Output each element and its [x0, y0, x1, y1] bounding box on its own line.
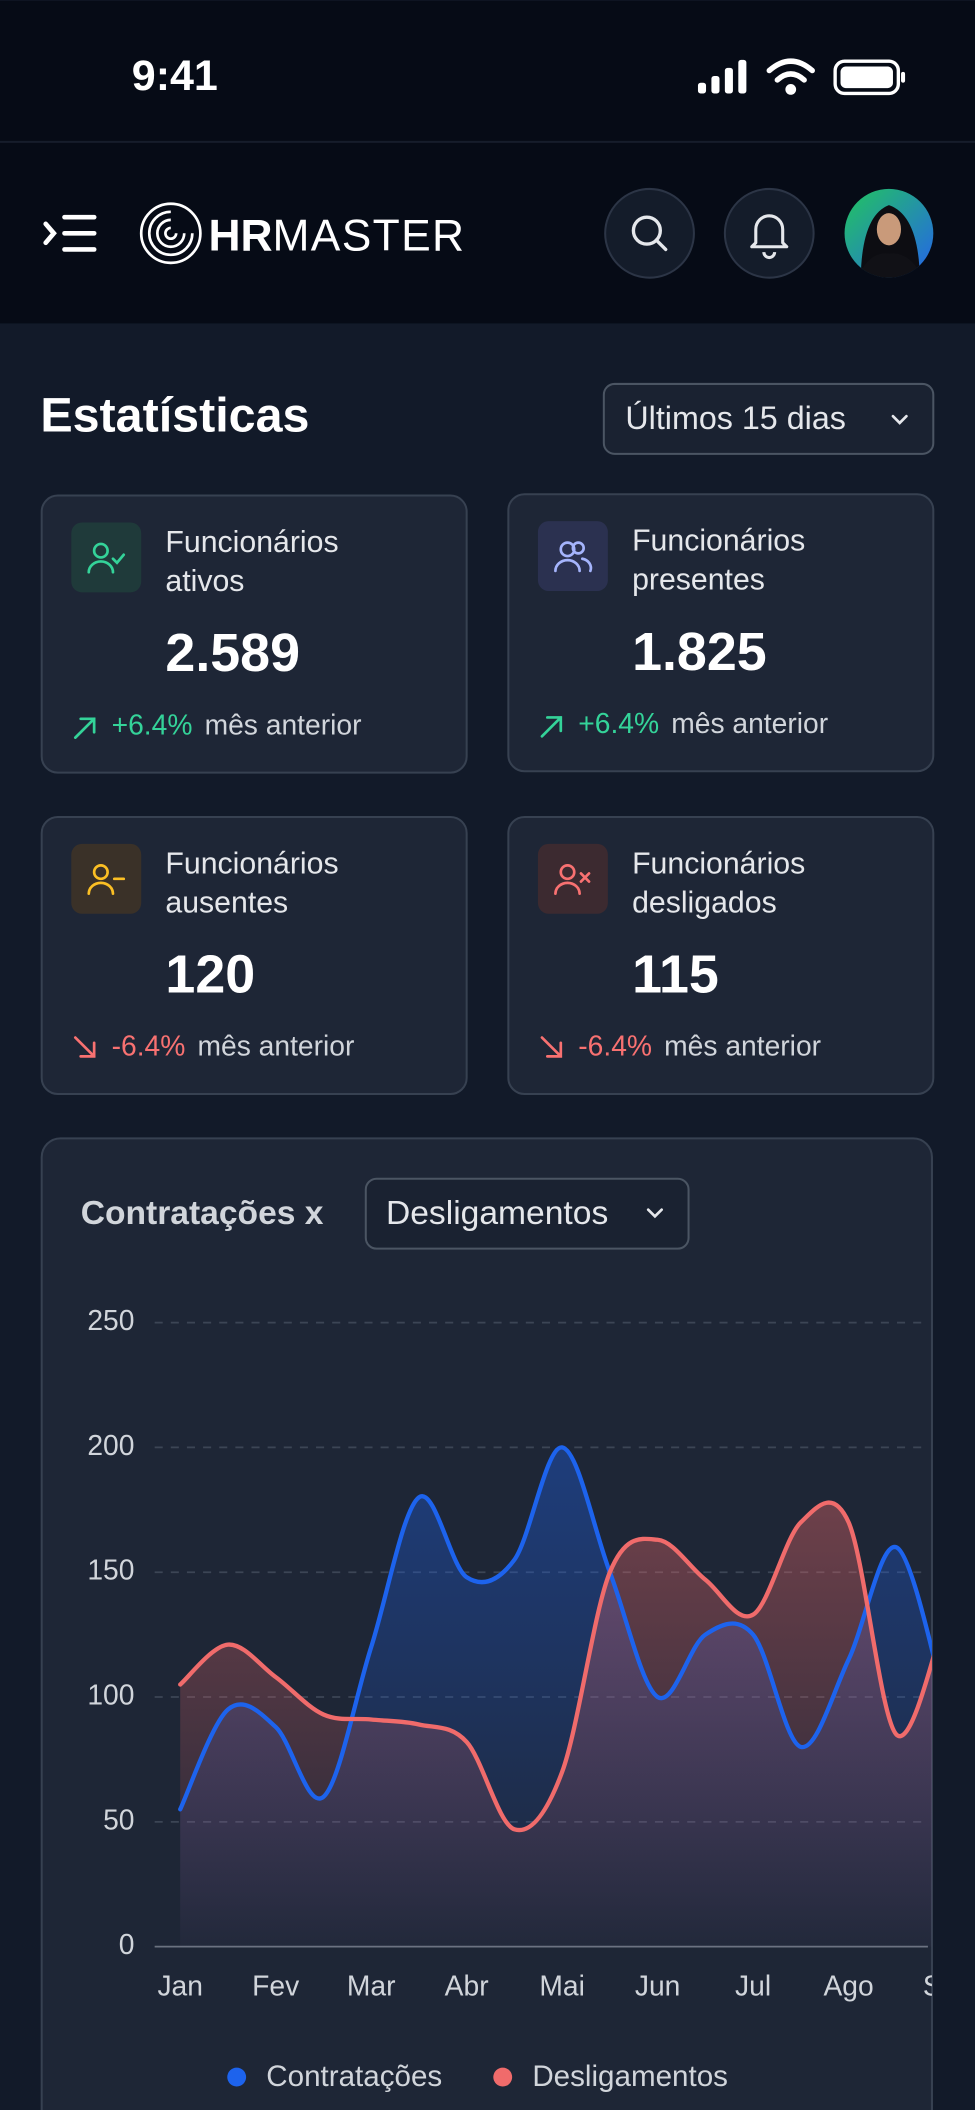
card-change-note: mês anterior	[205, 708, 362, 740]
card-change: -6.4%	[112, 1030, 186, 1062]
card-background	[40, 815, 468, 1096]
y-tick-label: 0	[119, 1928, 135, 1960]
legend-swatch	[493, 2067, 513, 2087]
stat-card: Funcionários desligados 115 -6.4% mês anteri…	[507, 815, 935, 1096]
y-tick-label: 50	[103, 1803, 134, 1835]
card-icon-background	[537, 521, 608, 592]
x-tick-label: Set	[923, 1970, 966, 2002]
series-area	[180, 1502, 932, 1947]
card-label: Funcionários	[165, 526, 338, 559]
icon-head	[92, 542, 109, 559]
logo-bold: HR	[208, 211, 272, 260]
card-label: Funcionários	[632, 847, 805, 880]
legend-swatch	[227, 2067, 247, 2087]
chart: 0 50 100 150 200 250 Jan Fev Mar Abr Mai Jun Jul Ago S…	[87, 1304, 966, 2093]
y-tick-label: 150	[87, 1554, 134, 1586]
icon-body	[554, 881, 581, 895]
card-background	[507, 815, 935, 1096]
icon-body	[87, 881, 115, 895]
x-tick-label: Ago	[823, 1970, 873, 2002]
icon-head-2	[571, 541, 586, 555]
card-value: 120	[165, 945, 255, 1005]
series-line	[178, 1500, 932, 1833]
card-background	[507, 493, 935, 773]
stat-cards: Funcionários ativos 2.589 +6.4% mês anterior…	[40, 493, 935, 1096]
card-value: 1.825	[632, 622, 767, 682]
stat-card: Funcionários presentes 1.825 +6.4% mês anter…	[507, 493, 935, 773]
icon-head	[92, 864, 109, 881]
icon-body	[87, 560, 115, 574]
battery-icon	[833, 59, 906, 96]
x-tick-label: Jun	[635, 1970, 681, 2002]
x-tick-label: Jul	[735, 1970, 771, 2002]
period-label: Últimos 15 dias	[625, 400, 846, 436]
legend-label: Contratações	[266, 2060, 442, 2093]
search-button[interactable]	[604, 187, 695, 279]
x-tick-label: Abr	[445, 1970, 489, 2002]
card-value: 115	[632, 945, 719, 1005]
icon-body	[554, 558, 581, 573]
wifi-icon	[766, 58, 815, 95]
signal-icon	[697, 59, 747, 94]
legend-label: Desligamentos	[532, 2060, 728, 2093]
card-change: +6.4%	[112, 708, 193, 740]
avatar[interactable]	[844, 188, 934, 283]
notifications-button[interactable]	[723, 187, 815, 279]
chart-title: Contratações x	[81, 1195, 324, 1232]
card-icon-background	[71, 522, 142, 593]
icon-body-2	[580, 557, 593, 573]
menu-button[interactable]	[43, 214, 97, 252]
icon-check	[111, 553, 126, 565]
icon-x	[579, 872, 591, 883]
card-background	[40, 494, 468, 774]
trend-up-arrow	[540, 716, 563, 738]
card-label: desligados	[632, 886, 777, 919]
x-tick-label: Jan	[157, 1970, 203, 2002]
logo-mark	[139, 202, 202, 265]
card-change-note: mês anterior	[197, 1030, 354, 1062]
period-dropdown[interactable]: Últimos 15 dias	[602, 382, 935, 455]
logo-text: HRMASTER	[208, 211, 465, 260]
stat-card: Funcionários ativos 2.589 +6.4% mês anterior	[40, 494, 468, 774]
logo-light: MASTER	[273, 211, 466, 260]
card-icon	[554, 864, 591, 895]
x-tick-label: Mai	[539, 1970, 585, 2002]
y-tick-label: 200	[87, 1429, 134, 1461]
card-change-note: mês anterior	[671, 707, 828, 739]
trend-down-arrow	[540, 1036, 563, 1058]
y-tick-label: 100	[87, 1678, 134, 1710]
trend-up-arrow	[73, 717, 96, 739]
card-icon	[87, 542, 126, 574]
y-tick-label: 250	[87, 1304, 134, 1336]
card-value: 2.589	[165, 623, 300, 683]
card-label: ausentes	[165, 886, 288, 919]
card-label: Funcionários	[632, 525, 805, 558]
plot-area	[178, 1445, 932, 1947]
card-change: -6.4%	[578, 1030, 652, 1062]
clock: 9:41	[132, 52, 218, 100]
card-change: +6.4%	[578, 707, 659, 739]
card-label: ativos	[165, 565, 244, 598]
x-tick-label: Fev	[252, 1970, 300, 2002]
x-tick-label: Mar	[347, 1970, 396, 2002]
series-line	[178, 1445, 932, 1812]
trend-down-arrow	[73, 1036, 96, 1058]
card-icon-background	[537, 843, 608, 914]
icon-head	[559, 864, 576, 881]
card-icon	[87, 864, 126, 895]
stat-card: Funcionários ausentes 120 -6.4% mês anterior	[40, 815, 468, 1096]
card-change-note: mês anterior	[664, 1030, 821, 1062]
top-background	[0, 0, 975, 324]
chart-filter-label: Desligamentos	[386, 1195, 608, 1232]
card-label: presentes	[632, 564, 765, 597]
page-title: Estatísticas	[40, 389, 309, 443]
card-label: Funcionários	[165, 847, 338, 880]
chart-filter-dropdown[interactable]: Desligamentos	[364, 1177, 690, 1250]
card-icon-background	[71, 843, 142, 914]
card-icon	[554, 541, 593, 573]
